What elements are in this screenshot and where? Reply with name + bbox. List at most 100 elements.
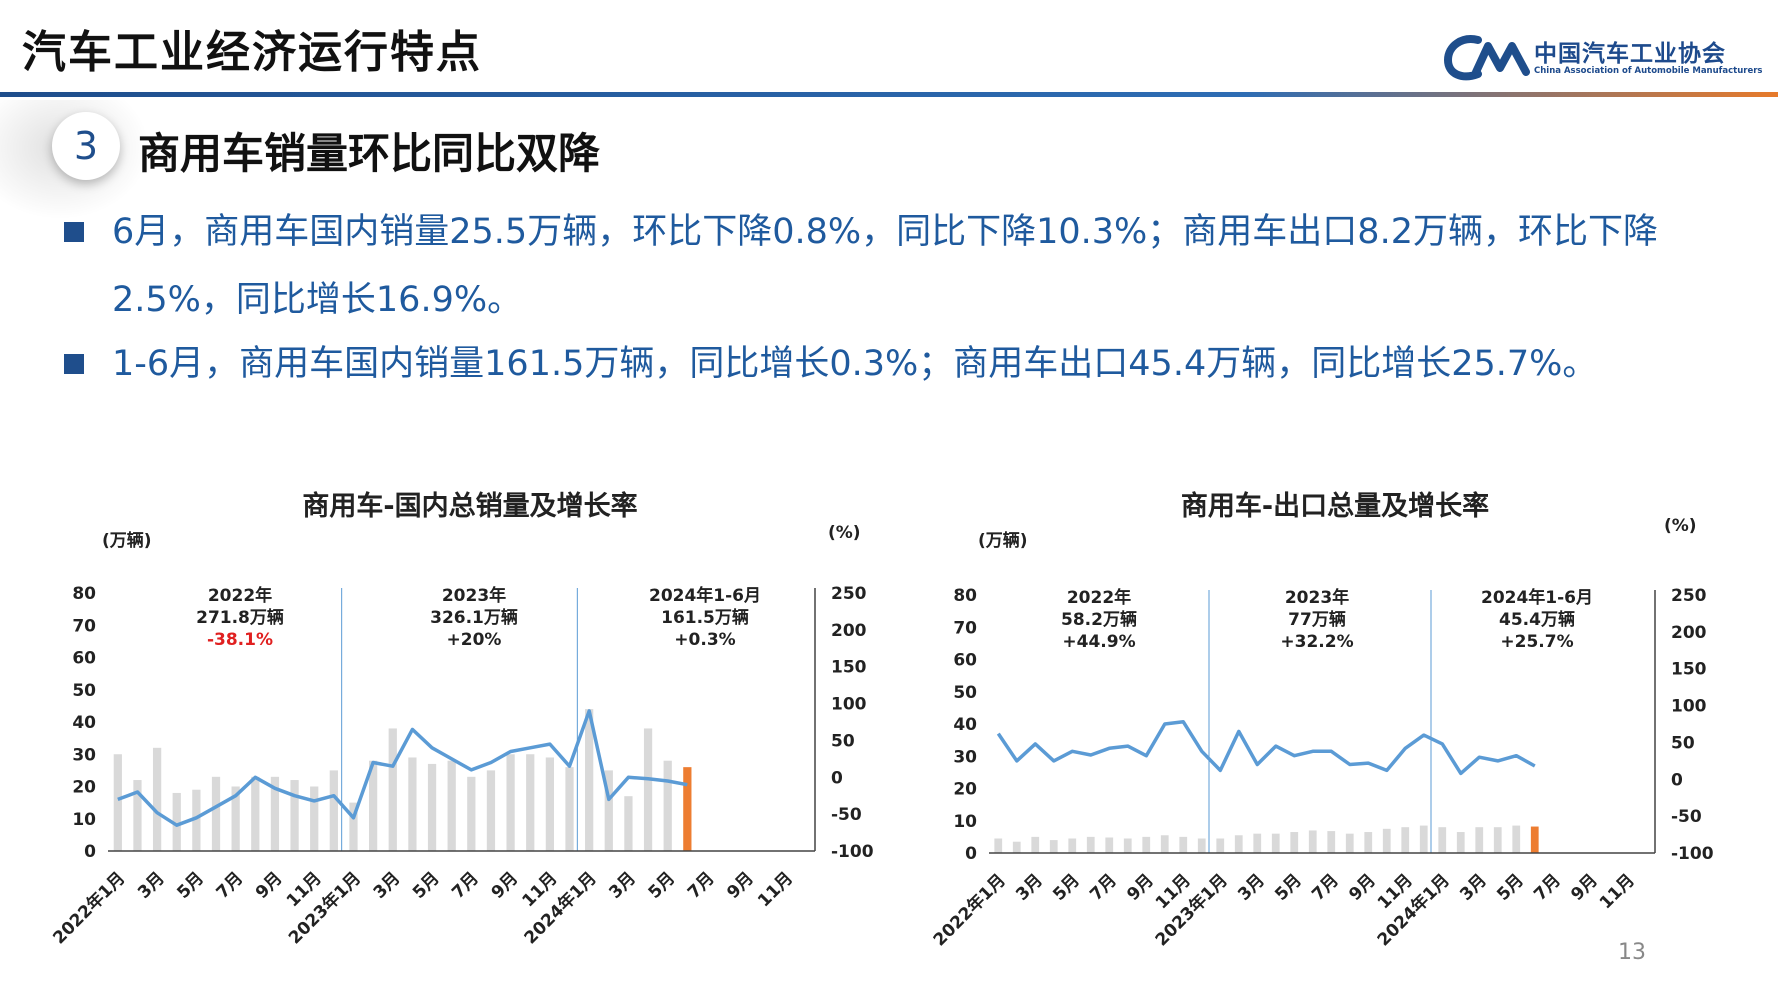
- bar: [1012, 841, 1021, 853]
- section-title: 商用车销量环比同比双降: [138, 129, 601, 178]
- bar: [133, 780, 142, 851]
- x-tick-label: 7月: [684, 868, 719, 903]
- annotation-period: 2024年1-6月: [649, 585, 761, 606]
- y2-tick-label: 100: [831, 695, 867, 715]
- bar: [1364, 832, 1373, 853]
- bar: [251, 776, 260, 851]
- x-tick-label: 7月: [213, 868, 248, 903]
- bar: [1493, 827, 1502, 853]
- domestic-sales-chart: (万辆) (%) 0 10 20 30 40 50 60 70 80 -100 -50 0 50 100 150…: [49, 523, 874, 949]
- bar: [1049, 840, 1058, 853]
- x-tick-label: 3月: [134, 868, 169, 903]
- bar: [349, 802, 358, 851]
- bar: [1086, 836, 1095, 853]
- x-tick-label: 5月: [645, 868, 680, 903]
- bar: [565, 767, 574, 851]
- y2-tick-label: -50: [831, 805, 862, 825]
- y2-tick-label: 200: [831, 621, 867, 641]
- x-tick-label: 5月: [1049, 870, 1084, 905]
- y-tick-label: 10: [72, 810, 96, 830]
- cam-logo-icon: [1443, 35, 1530, 81]
- y2-tick-label: 50: [1671, 733, 1695, 753]
- bar: [1419, 825, 1428, 853]
- x-tick-label: 9月: [488, 868, 523, 903]
- bar: [1308, 830, 1317, 853]
- y2-tick-label: 150: [1671, 660, 1707, 680]
- bar: [1031, 836, 1040, 853]
- growth-rate-line: [996, 720, 1536, 776]
- y-tick-label: 70: [953, 618, 977, 638]
- annotation-period: 2022年: [208, 585, 272, 606]
- x-tick-label: 5月: [1493, 870, 1528, 905]
- y2-tick-label: 150: [831, 658, 867, 678]
- annotation-volume: 326.1万辆: [430, 607, 518, 628]
- y-tick-label: 0: [84, 842, 96, 862]
- bar: [1271, 833, 1280, 853]
- bullet-square-icon: [64, 222, 84, 242]
- bar: [270, 776, 280, 851]
- bar: [329, 770, 338, 851]
- y2-tick-label: 100: [1671, 697, 1707, 717]
- y-tick-label: 70: [72, 616, 96, 636]
- bar: [1197, 838, 1206, 853]
- y-tick-label: 10: [953, 812, 977, 832]
- bar: [604, 770, 613, 851]
- x-tick-label: 3月: [605, 868, 640, 903]
- x-tick-label: 3月: [1456, 870, 1491, 905]
- annotation-period: 2023年: [442, 585, 506, 606]
- x-tick-label: 5月: [173, 868, 208, 903]
- bar: [545, 757, 554, 851]
- bar: [624, 796, 633, 851]
- bar: [1123, 838, 1132, 853]
- y-axis-title: (万辆): [102, 530, 152, 551]
- x-tick-label: 7月: [448, 868, 483, 903]
- x-tick-label: 5月: [409, 868, 444, 903]
- bar: [231, 786, 240, 851]
- annotation-volume: 58.2万辆: [1061, 609, 1137, 630]
- bar: [1475, 827, 1484, 853]
- header-divider: [0, 92, 1778, 97]
- y2-tick-label: -100: [1671, 844, 1714, 864]
- bar: [211, 776, 221, 851]
- bar: [1401, 827, 1410, 853]
- logo-english-name: China Association of Automobile Manufact…: [1534, 66, 1763, 76]
- y-tick-label: 80: [72, 584, 96, 604]
- bar: [113, 754, 122, 851]
- bar: [192, 789, 201, 851]
- y2-tick-label: 250: [831, 584, 867, 604]
- bar: [1345, 833, 1354, 853]
- y-tick-label: 20: [953, 780, 977, 800]
- x-tick-label: 3月: [1234, 870, 1269, 905]
- bar: [506, 754, 515, 851]
- y-tick-label: 60: [953, 651, 977, 671]
- chart-title-export: 商用车-出口总量及增长率: [1180, 491, 1490, 522]
- x-tick-label: 2022年1月: [929, 870, 1010, 951]
- bar: [172, 792, 181, 851]
- y2-axis-title: (%): [828, 523, 861, 543]
- y2-tick-label: -50: [1671, 807, 1702, 827]
- y-tick-label: 60: [72, 649, 96, 669]
- bar: [310, 786, 319, 851]
- annotation-period: 2022年: [1067, 587, 1131, 608]
- bar: [1327, 831, 1336, 853]
- bar: [152, 747, 162, 851]
- y2-tick-label: 50: [831, 731, 855, 751]
- bar: [369, 760, 378, 851]
- annotation-volume: 77万辆: [1288, 609, 1346, 630]
- bar: [290, 780, 299, 851]
- bar: [1216, 838, 1225, 853]
- bar: [663, 760, 672, 851]
- y2-tick-label: -100: [831, 842, 874, 862]
- bar: [408, 757, 417, 851]
- y2-tick-label: 200: [1671, 623, 1707, 643]
- export-sales-chart: (万辆) (%) 0 10 20 30 40 50 60 70 80 -100 -50 0 50 100 150…: [929, 516, 1714, 951]
- y2-tick-label: 0: [1671, 770, 1683, 790]
- x-tick-label: 2022年1月: [49, 868, 130, 949]
- annotation-growth: +32.2%: [1280, 632, 1353, 652]
- chart-title-domestic: 商用车-国内总销量及增长率: [302, 491, 638, 522]
- bar: [1179, 836, 1188, 853]
- bar: [388, 728, 397, 851]
- bullet-text-2: 1-6月，商用车国内销量161.5万辆，同比增长0.3%；商用车出口45.4万辆…: [112, 344, 1598, 384]
- x-tick-label: 9月: [723, 868, 758, 903]
- bar: [1234, 835, 1243, 853]
